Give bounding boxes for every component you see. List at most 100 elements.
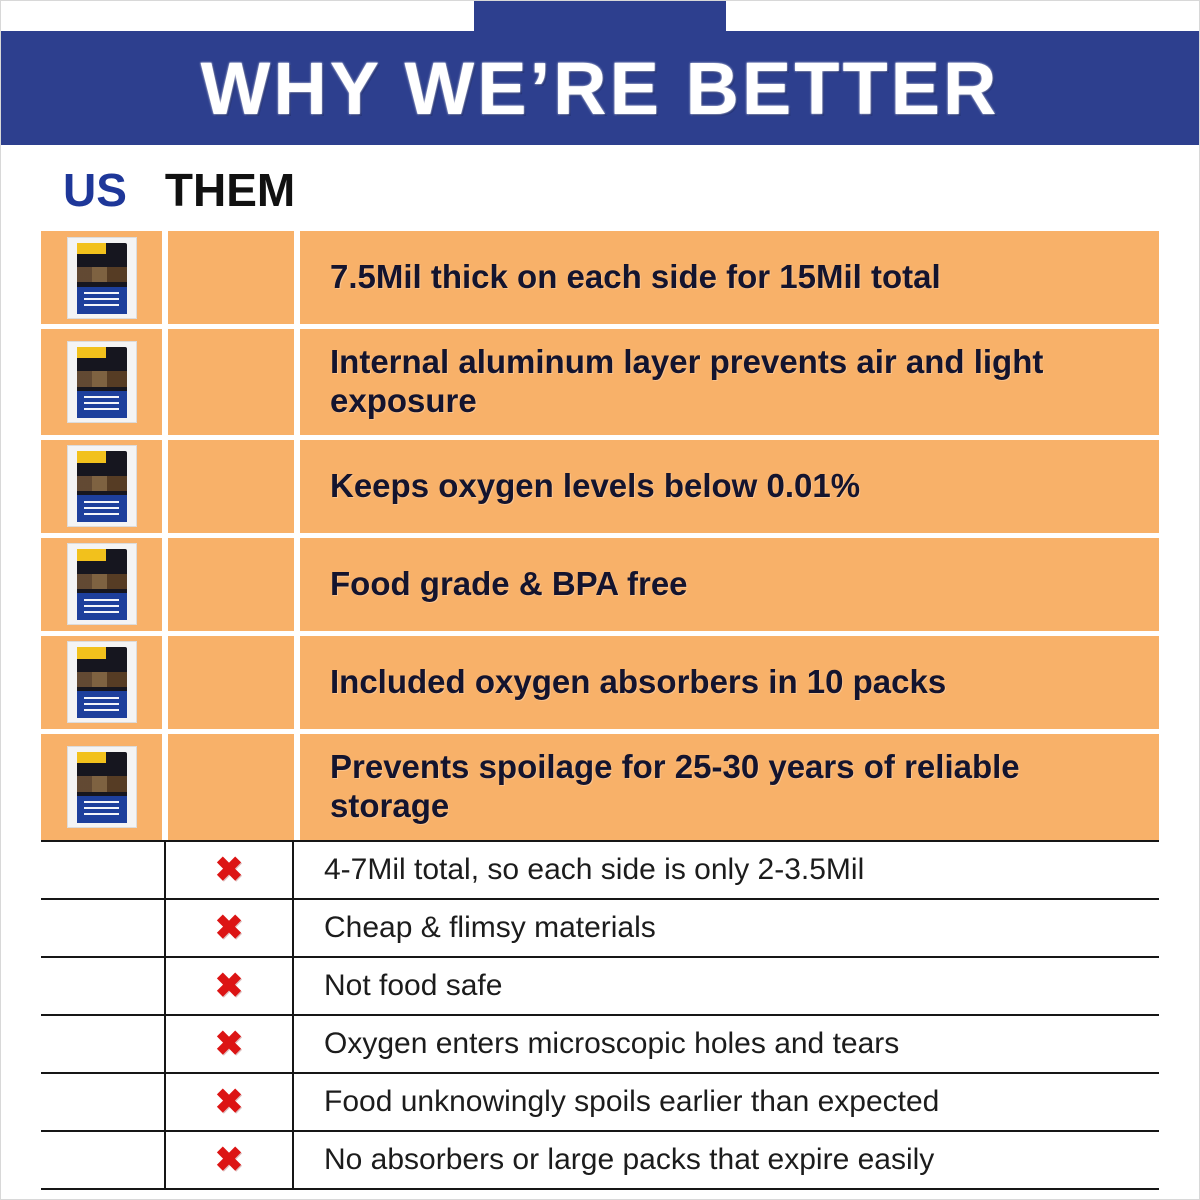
mylar-bag-graphic xyxy=(76,751,127,823)
feature-text: Included oxygen absorbers in 10 packs xyxy=(330,662,947,700)
banner-notch xyxy=(474,1,726,31)
feature-text: Keeps oxygen levels below 0.01% xyxy=(330,466,861,504)
bag-food-window xyxy=(76,266,127,283)
feature-cell: 7.5Mil thick on each side for 15Mil tota… xyxy=(300,231,1159,324)
column-header-us: US xyxy=(63,164,127,216)
bag-blue-label xyxy=(76,390,127,418)
bag-food-window xyxy=(76,671,127,688)
them-cell: ✖ xyxy=(166,1131,294,1188)
comparison-row-them: ✖ Not food safe xyxy=(41,957,1159,1016)
feature-cell: Food grade & BPA free xyxy=(300,537,1159,631)
drawback-cell: Oxygen enters microscopic holes and tear… xyxy=(294,1016,1159,1072)
bag-blue-label xyxy=(76,286,127,314)
us-cell xyxy=(41,231,162,324)
mylar-bag-graphic xyxy=(76,346,127,418)
us-cell-empty xyxy=(41,957,166,1014)
bag-yellow-accent xyxy=(76,242,106,254)
drawback-text: 4-7Mil total, so each side is only 2-3.5… xyxy=(324,853,865,887)
feature-cell: Included oxygen absorbers in 10 packs xyxy=(300,635,1159,729)
mylar-bag-graphic xyxy=(76,242,127,314)
product-image-icon xyxy=(66,543,137,626)
product-image-icon xyxy=(66,340,137,423)
comparison-row-them: ✖ Cheap & flimsy materials xyxy=(41,899,1159,958)
them-cell: ✖ xyxy=(166,1073,294,1130)
them-cell-empty xyxy=(168,635,294,729)
x-mark-icon: ✖ xyxy=(214,1024,244,1063)
us-rows-section: 7.5Mil thick on each side for 15Mil tota… xyxy=(41,231,1159,840)
us-cell xyxy=(41,537,162,631)
feature-text: Food grade & BPA free xyxy=(330,564,688,602)
them-cell-empty xyxy=(168,231,294,324)
drawback-cell: Not food safe xyxy=(294,958,1159,1014)
them-rows-section: ✖ 4-7Mil total, so each side is only 2-3… xyxy=(41,839,1159,1190)
drawback-cell: No absorbers or large packs that expire … xyxy=(294,1132,1159,1188)
x-mark-icon: ✖ xyxy=(214,1140,244,1179)
column-header-them: THEM xyxy=(164,164,296,216)
drawback-text: No absorbers or large packs that expire … xyxy=(324,1143,935,1177)
feature-cell: Prevents spoilage for 25-30 years of rel… xyxy=(300,733,1159,840)
bag-yellow-accent xyxy=(76,549,106,561)
bag-yellow-accent xyxy=(76,751,106,764)
bag-yellow-accent xyxy=(76,647,106,659)
x-mark-icon: ✖ xyxy=(214,1082,244,1121)
column-headers: US THEM xyxy=(63,163,1199,217)
drawback-cell: Cheap & flimsy materials xyxy=(294,900,1159,956)
them-cell-empty xyxy=(168,439,294,533)
us-cell-empty xyxy=(41,1131,166,1188)
drawback-text: Cheap & flimsy materials xyxy=(324,911,656,945)
us-cell xyxy=(41,329,162,435)
feature-text: Prevents spoilage for 25-30 years of rel… xyxy=(330,747,1020,824)
us-cell-empty xyxy=(41,1015,166,1072)
feature-text: Internal aluminum layer prevents air and… xyxy=(330,343,1044,419)
bag-blue-label xyxy=(76,495,127,523)
bag-blue-label xyxy=(76,593,127,621)
feature-cell: Keeps oxygen levels below 0.01% xyxy=(300,439,1159,533)
comparison-row-them: ✖ Food unknowingly spoils earlier than e… xyxy=(41,1073,1159,1132)
mylar-bag-graphic xyxy=(76,451,127,523)
bag-food-window xyxy=(76,573,127,590)
comparison-row-them: ✖ No absorbers or large packs that expir… xyxy=(41,1131,1159,1190)
product-image-icon xyxy=(66,445,137,528)
product-image-icon xyxy=(66,745,137,828)
them-cell: ✖ xyxy=(166,1015,294,1072)
feature-text: 7.5Mil thick on each side for 15Mil tota… xyxy=(330,258,941,296)
mylar-bag-graphic xyxy=(76,647,127,719)
comparison-table: 7.5Mil thick on each side for 15Mil tota… xyxy=(41,231,1159,1190)
x-mark-icon: ✖ xyxy=(214,850,244,889)
us-cell xyxy=(41,635,162,729)
bag-yellow-accent xyxy=(76,346,106,359)
product-image-icon xyxy=(66,641,137,724)
us-cell-empty xyxy=(41,1073,166,1130)
us-cell-empty xyxy=(41,841,166,898)
page-title: WHY WE’RE BETTER xyxy=(200,46,1000,130)
comparison-row-us: Keeps oxygen levels below 0.01% xyxy=(41,439,1159,533)
drawback-cell: 4-7Mil total, so each side is only 2-3.5… xyxy=(294,842,1159,898)
x-mark-icon: ✖ xyxy=(214,908,244,947)
them-cell: ✖ xyxy=(166,899,294,956)
drawback-text: Food unknowingly spoils earlier than exp… xyxy=(324,1085,940,1119)
us-cell xyxy=(41,733,162,840)
comparison-row-us: Internal aluminum layer prevents air and… xyxy=(41,329,1159,435)
mylar-bag-graphic xyxy=(76,549,127,621)
them-cell-empty xyxy=(168,329,294,435)
product-image-icon xyxy=(66,236,137,319)
them-cell-empty xyxy=(168,733,294,840)
header-banner: WHY WE’RE BETTER xyxy=(1,31,1199,145)
us-cell-empty xyxy=(41,899,166,956)
them-cell: ✖ xyxy=(166,957,294,1014)
bag-food-window xyxy=(76,371,127,387)
comparison-row-us: Prevents spoilage for 25-30 years of rel… xyxy=(41,733,1159,840)
them-cell: ✖ xyxy=(166,841,294,898)
comparison-row-us: Included oxygen absorbers in 10 packs xyxy=(41,635,1159,729)
bag-yellow-accent xyxy=(76,451,106,463)
comparison-row-us: Food grade & BPA free xyxy=(41,537,1159,631)
bag-food-window xyxy=(76,775,127,792)
bag-blue-label xyxy=(76,691,127,719)
us-cell xyxy=(41,439,162,533)
comparison-row-us: 7.5Mil thick on each side for 15Mil tota… xyxy=(41,231,1159,324)
bag-blue-label xyxy=(76,795,127,823)
drawback-text: Not food safe xyxy=(324,969,503,1003)
bag-food-window xyxy=(76,475,127,492)
them-cell-empty xyxy=(168,537,294,631)
